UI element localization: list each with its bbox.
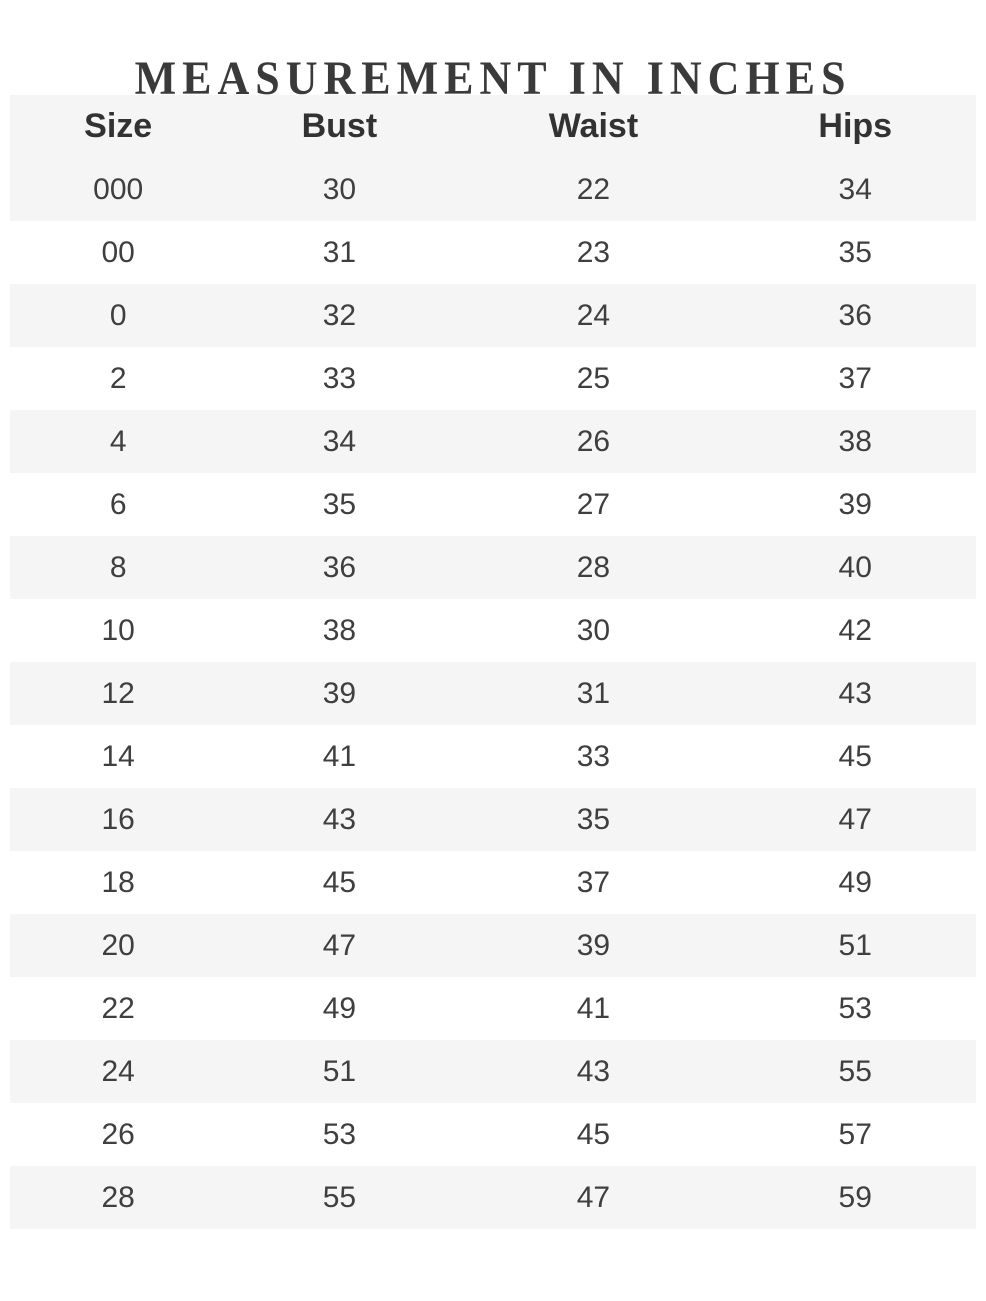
cell-hips: 36 — [838, 298, 872, 332]
page-title: MEASUREMENT IN INCHES — [134, 51, 852, 105]
cell-bust: 55 — [322, 1180, 357, 1214]
cell-size: 28 — [101, 1180, 135, 1214]
cell-hips: 34 — [838, 172, 872, 206]
cell-hips: 43 — [838, 676, 872, 710]
cell-size: 8 — [109, 550, 127, 584]
cell-hips: 35 — [838, 235, 872, 269]
column-header-bust: Bust — [301, 107, 378, 145]
cell-bust: 31 — [322, 235, 357, 269]
cell-waist: 22 — [576, 172, 611, 206]
cell-hips: 57 — [838, 1117, 872, 1151]
cell-size: 24 — [101, 1054, 135, 1088]
table-row: 16 43 35 47 — [10, 788, 976, 851]
cell-bust: 39 — [322, 676, 357, 710]
measurement-table: Size Bust Waist Hips 000 30 22 34 00 31 23 35 0 32 24… — [10, 95, 976, 1229]
column-header-waist: Waist — [548, 107, 639, 145]
cell-waist: 25 — [576, 361, 611, 395]
cell-hips: 59 — [838, 1180, 872, 1214]
cell-bust: 35 — [322, 487, 357, 521]
cell-hips: 55 — [838, 1054, 872, 1088]
cell-waist: 39 — [576, 928, 611, 962]
table-row: 8 36 28 40 — [10, 536, 976, 599]
cell-bust: 47 — [322, 928, 357, 962]
column-header-hips: Hips — [818, 107, 893, 145]
cell-size: 10 — [101, 613, 135, 647]
cell-bust: 43 — [322, 802, 357, 836]
table-body: 000 30 22 34 00 31 23 35 0 32 24 36 2 33 25 37 4 34 26 38 6 3… — [10, 158, 976, 1229]
cell-size: 00 — [101, 235, 135, 269]
cell-hips: 40 — [838, 550, 872, 584]
cell-size: 14 — [101, 739, 135, 773]
cell-size: 20 — [101, 928, 135, 962]
table-row: 22 49 41 53 — [10, 977, 976, 1040]
cell-waist: 27 — [576, 487, 611, 521]
table-row: 6 35 27 39 — [10, 473, 976, 536]
table-row: 12 39 31 43 — [10, 662, 976, 725]
table-row: 000 30 22 34 — [10, 158, 976, 221]
table-row: 2 33 25 37 — [10, 347, 976, 410]
cell-waist: 43 — [576, 1054, 611, 1088]
cell-waist: 45 — [576, 1117, 611, 1151]
cell-waist: 24 — [576, 298, 611, 332]
cell-waist: 26 — [576, 424, 611, 458]
table-row: 10 38 30 42 — [10, 599, 976, 662]
cell-size: 12 — [101, 676, 135, 710]
cell-bust: 33 — [322, 361, 357, 395]
table-row: 00 31 23 35 — [10, 221, 976, 284]
table-row: 4 34 26 38 — [10, 410, 976, 473]
cell-waist: 47 — [576, 1180, 611, 1214]
column-header-size: Size — [84, 107, 153, 145]
cell-hips: 51 — [838, 928, 872, 962]
cell-bust: 32 — [322, 298, 357, 332]
cell-waist: 35 — [576, 802, 611, 836]
table-row: 28 55 47 59 — [10, 1166, 976, 1229]
table-row: 18 45 37 49 — [10, 851, 976, 914]
cell-hips: 38 — [838, 424, 872, 458]
cell-bust: 34 — [322, 424, 357, 458]
cell-bust: 41 — [322, 739, 357, 773]
cell-hips: 49 — [838, 865, 872, 899]
table-row: 14 41 33 45 — [10, 725, 976, 788]
cell-waist: 31 — [576, 676, 611, 710]
cell-waist: 41 — [576, 991, 611, 1025]
cell-waist: 33 — [576, 739, 611, 773]
cell-size: 2 — [109, 361, 127, 395]
table-row: 20 47 39 51 — [10, 914, 976, 977]
cell-size: 6 — [109, 487, 127, 521]
cell-bust: 45 — [322, 865, 357, 899]
table-row: 24 51 43 55 — [10, 1040, 976, 1103]
cell-bust: 36 — [322, 550, 357, 584]
cell-bust: 38 — [322, 613, 357, 647]
cell-hips: 39 — [838, 487, 872, 521]
table-row: 26 53 45 57 — [10, 1103, 976, 1166]
cell-waist: 30 — [576, 613, 611, 647]
cell-size: 26 — [101, 1117, 135, 1151]
cell-hips: 45 — [838, 739, 872, 773]
cell-size: 4 — [109, 424, 127, 458]
cell-size: 18 — [101, 865, 135, 899]
cell-waist: 28 — [576, 550, 611, 584]
cell-waist: 23 — [576, 235, 611, 269]
cell-bust: 51 — [322, 1054, 357, 1088]
table-header: Size Bust Waist Hips — [10, 95, 976, 158]
table-row: 0 32 24 36 — [10, 284, 976, 347]
cell-size: 000 — [93, 172, 144, 206]
cell-size: 22 — [101, 991, 135, 1025]
cell-hips: 47 — [838, 802, 872, 836]
cell-bust: 30 — [322, 172, 357, 206]
cell-size: 16 — [101, 802, 135, 836]
cell-hips: 42 — [838, 613, 872, 647]
cell-bust: 53 — [322, 1117, 357, 1151]
cell-hips: 37 — [838, 361, 872, 395]
table-header-row: Size Bust Waist Hips — [10, 95, 976, 158]
cell-size: 0 — [109, 298, 127, 332]
cell-hips: 53 — [838, 991, 872, 1025]
cell-bust: 49 — [322, 991, 357, 1025]
cell-waist: 37 — [576, 865, 611, 899]
